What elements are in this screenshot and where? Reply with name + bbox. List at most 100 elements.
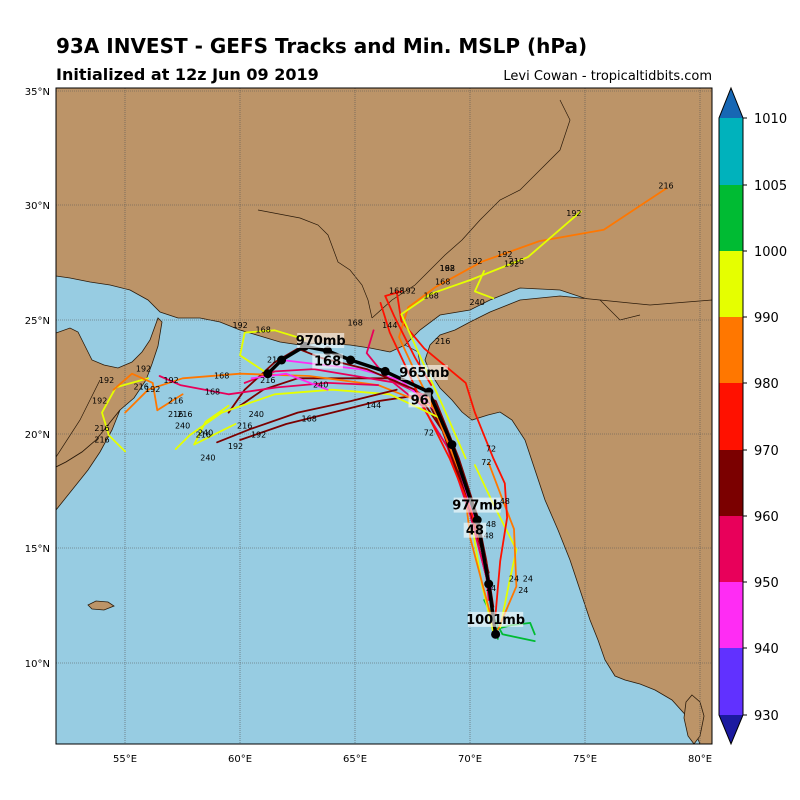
forecast-hour-label: 168 — [256, 326, 271, 335]
colorbar-segment — [719, 185, 743, 251]
lon-tick-label: 80°E — [688, 754, 712, 765]
map-frame — [55, 87, 713, 745]
forecast-hour-label: 240 — [470, 298, 485, 307]
ensemble-member-track — [158, 375, 380, 396]
colorbar-tick-label: 940 — [754, 642, 779, 657]
forecast-hour-label: 192 — [440, 264, 455, 273]
forecast-hour-label: 192 — [467, 257, 482, 266]
colorbar-tick-label: 1000 — [754, 245, 787, 260]
forecast-hour-label: 168 — [424, 291, 439, 300]
land-arabia-south — [56, 409, 121, 511]
lat-tick-label: 15°N — [25, 544, 50, 555]
forecast-hour-label: 24 — [523, 575, 533, 584]
colorbar-tick-label: 950 — [754, 576, 779, 591]
ensemble-member-track — [174, 388, 439, 450]
forecast-hour-label: 216 — [168, 410, 183, 419]
mean-track-label-text: 48 — [466, 524, 484, 539]
mean-track-label: 48 — [463, 522, 487, 539]
colorbar-tick-label: 960 — [754, 510, 779, 525]
colorbar-tick-label: 1010 — [754, 112, 787, 127]
mean-track-point — [484, 579, 494, 589]
mean-track-label: 965mb — [399, 365, 449, 381]
colorbar-tick-label: 930 — [754, 709, 779, 724]
ensemble-member-track — [227, 347, 490, 574]
ensemble-member-track — [193, 404, 237, 446]
forecast-hour-label: 144 — [382, 321, 397, 330]
mean-track-point — [323, 346, 333, 356]
ensemble-member-track — [250, 372, 329, 391]
forecast-hour-label: 72 — [481, 458, 491, 467]
mean-track-label-text: 96 — [411, 393, 429, 408]
forecast-hour-label: 168 — [214, 371, 229, 380]
lat-tick-label: 20°N — [25, 430, 50, 441]
credit-label: Levi Cowan - tropicaltidbits.com — [503, 69, 712, 84]
forecast-hour-label: 192 — [92, 396, 107, 405]
forecast-hour-label: 192 — [566, 209, 581, 218]
chart-title: 93A INVEST - GEFS Tracks and Min. MSLP (… — [56, 34, 588, 58]
forecast-hour-label: 240 — [198, 428, 213, 437]
forecast-hour-label: 144 — [366, 401, 381, 410]
colorbar-segment — [719, 251, 743, 317]
forecast-hour-label: 168 — [435, 278, 450, 287]
ensemble-member-track — [400, 210, 582, 460]
forecast-hour-label: 216 — [237, 422, 252, 431]
colorbar-segment — [719, 450, 743, 516]
forecast-hour-label: 216 — [177, 410, 192, 419]
ensemble-member-track — [474, 270, 495, 300]
forecast-hour-label: 240 — [313, 380, 328, 389]
colorbar-tick-label: 970 — [754, 444, 779, 459]
forecast-hour-label: 168 — [389, 287, 404, 296]
mean-track-label-text: 977mb — [452, 499, 502, 514]
mean-track-point — [472, 515, 482, 525]
colorbar-segment — [719, 317, 743, 383]
forecast-hour-label: 24 — [509, 575, 519, 584]
mean-track-label: 977mb — [452, 497, 502, 514]
country-borders — [56, 99, 641, 458]
forecast-hour-label: 72 — [486, 444, 496, 453]
label-halo — [312, 353, 343, 369]
lat-tick-label: 30°N — [25, 201, 50, 212]
mean-track-point — [380, 366, 390, 376]
forecast-hour-label: 216 — [509, 257, 524, 266]
forecast-hour-label: 192 — [232, 321, 247, 330]
forecast-hour-label: 216 — [267, 355, 282, 364]
mean-track-point — [346, 355, 356, 365]
mean-track-label: 970mb — [296, 333, 346, 349]
ensemble-member-track — [112, 372, 184, 412]
graticule — [56, 88, 712, 744]
mean-track-label: 1001mb — [466, 611, 525, 628]
forecast-hour-label: 168 — [348, 319, 363, 328]
forecast-hour-label: 72 — [424, 428, 434, 437]
colorbar-segment — [719, 582, 743, 648]
mean-track-point — [491, 629, 501, 639]
forecast-hour-label: 240 — [249, 410, 264, 419]
lon-tick-label: 70°E — [458, 754, 482, 765]
land-socotra — [87, 600, 115, 611]
colorbar-tick-label: 990 — [754, 311, 779, 326]
lon-tick-label: 75°E — [573, 754, 597, 765]
mean-track-label: 168 — [312, 353, 343, 370]
ensemble-member-track — [395, 290, 508, 615]
forecast-hour-label: 216 — [435, 337, 450, 346]
label-halo — [400, 365, 448, 380]
lat-tick-label: 35°N — [25, 87, 50, 98]
forecast-hour-label: 48 — [486, 520, 496, 529]
forecast-hour-label: 216 — [196, 431, 211, 440]
label-halo — [463, 522, 487, 538]
ensemble-member-track — [487, 462, 518, 631]
pressure-colorbar: 1010 1005 1000 990 980 970 960 950 940 9… — [718, 86, 787, 746]
lat-tick-label: 10°N — [25, 659, 50, 670]
land-layer — [56, 88, 712, 744]
mean-track-point — [447, 440, 457, 450]
forecast-hour-label: 192 — [228, 442, 243, 451]
forecast-hour-label: 216 — [658, 182, 673, 191]
init-time: Initialized at 12z Jun 09 2019 — [56, 65, 319, 84]
forecast-hour-label: 192 — [136, 364, 151, 373]
colorbar-segment — [719, 648, 743, 715]
colorbar-tick-label: 1005 — [754, 179, 787, 194]
forecast-hour-label: 216 — [168, 396, 183, 405]
track-hour-labels: 24 24242448484872727214414416816816816816… — [92, 182, 674, 595]
forecast-hour-label: 48 — [484, 531, 494, 540]
forecast-hour-label: 168 — [302, 415, 317, 424]
